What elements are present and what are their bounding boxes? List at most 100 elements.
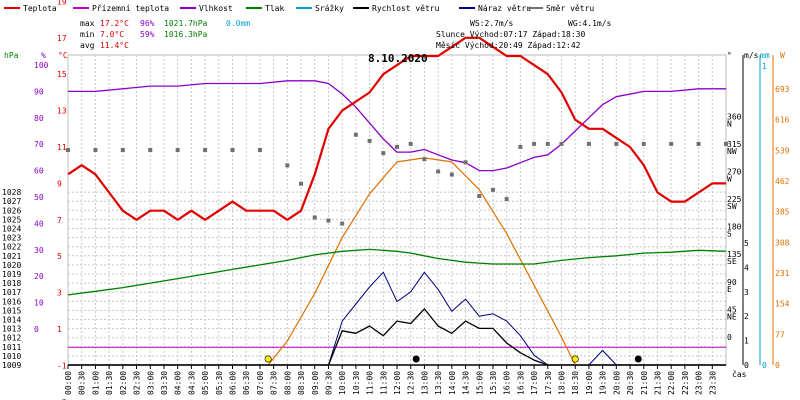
- tick-label-hpa: 1012: [2, 334, 21, 343]
- tick-label-w: 616: [775, 116, 790, 125]
- tick-label-hpa: 1013: [2, 325, 21, 334]
- tick-label-x: 22:00: [667, 371, 676, 395]
- legend-label-pocitova: Přízemní teplota: [92, 4, 169, 13]
- tick-label-x: 10:30: [352, 371, 361, 395]
- tick-label-hpa: 1017: [2, 288, 21, 297]
- tick-label-hpa: 1021: [2, 252, 21, 261]
- stat-wg: WG:4.1m/s: [568, 19, 612, 28]
- tick-label-deg: 315: [727, 140, 742, 149]
- tick-label-dir: SW: [727, 202, 737, 211]
- legend-label-srazky: Srážky: [315, 4, 344, 13]
- stat-max-hum: 96%: [140, 19, 155, 28]
- tick-label-x: 12:00: [393, 371, 402, 395]
- smer-point: [518, 144, 523, 149]
- tick-label-x: 08:30: [297, 371, 306, 395]
- tick-label-w: 385: [775, 208, 790, 217]
- tick-label-x: 10:00: [338, 371, 347, 395]
- tick-label-x: 14:00: [448, 371, 457, 395]
- smer-point: [614, 141, 619, 146]
- tick-label-temp: -1: [57, 361, 67, 370]
- tick-label-temp: -3: [57, 398, 67, 400]
- tick-label-ms: 1: [744, 337, 749, 346]
- tick-label-temp: 7: [57, 216, 62, 225]
- stat-avg-label: avg: [80, 41, 95, 50]
- series-tlak: [67, 248, 727, 296]
- legend-label-naraz: Náraz větru: [478, 4, 531, 13]
- tick-label-hpa: 1015: [2, 306, 21, 315]
- tick-label-ms: 3: [744, 288, 749, 297]
- smer-point: [490, 187, 495, 192]
- tick-label-pct: 70: [34, 140, 44, 149]
- tick-label-x: 09:30: [324, 371, 333, 395]
- series-vlhkost: [68, 80, 726, 172]
- smer-point: [285, 163, 290, 168]
- smer-point: [340, 221, 345, 226]
- tick-label-w: 539: [775, 146, 790, 155]
- left-axes: 1028102710261025102410231022102110201019…: [2, 0, 68, 400]
- smer-point: [463, 160, 468, 165]
- tick-label-x: 22:30: [681, 371, 690, 395]
- tick-label-pct: 90: [34, 87, 44, 96]
- stat-min-label: min: [80, 30, 95, 39]
- tick-label-deg: 270: [727, 167, 742, 176]
- moonrise-marker: [634, 355, 642, 363]
- axis-title-hpa: hPa: [4, 51, 19, 60]
- tick-label-hpa: 1010: [2, 352, 21, 361]
- tick-label-x: 03:30: [160, 371, 169, 395]
- stat-sun: Slunce Východ:07:17 Západ:18:30: [436, 30, 585, 39]
- smer-point: [257, 148, 262, 153]
- tick-label-hpa: 1020: [2, 261, 21, 270]
- tick-label-w: 231: [775, 269, 790, 278]
- smer-point: [641, 141, 646, 146]
- smer-point: [532, 141, 537, 146]
- tick-label-x: 19:30: [599, 371, 608, 395]
- smer-point: [148, 148, 153, 153]
- tick-label-x: 21:00: [640, 371, 649, 395]
- axis-title-mm: mm: [760, 51, 770, 60]
- tick-label-x: 15:30: [489, 371, 498, 395]
- tick-label-dir: NW: [727, 147, 737, 156]
- tick-label-hpa: 1025: [2, 215, 21, 224]
- tick-label-pct: 10: [34, 299, 44, 308]
- tick-label-x: 20:30: [626, 371, 635, 395]
- tick-label-x: 05:00: [201, 371, 210, 395]
- tick-label-x: 12:30: [407, 371, 416, 395]
- smer-point: [66, 148, 70, 153]
- tick-label-dir: E: [727, 285, 732, 294]
- tick-label-hpa: 1023: [2, 234, 21, 243]
- tick-label-temp: 19: [57, 0, 67, 6]
- tick-label-dir: NE: [727, 312, 737, 321]
- tick-label-pct: 100: [34, 61, 49, 70]
- moonset-marker: [412, 355, 420, 363]
- tick-label-mm: 1: [762, 62, 767, 71]
- tick-label-x: 16:00: [503, 371, 512, 395]
- tick-label-x: 09:00: [311, 371, 320, 395]
- x-unit-label: čas: [732, 369, 747, 379]
- chart-stats: max 17.2°C 96% 1021.7hPa 0.0mm min 7.0°C 59% 101…: [80, 19, 612, 50]
- tick-label-temp: 13: [57, 107, 67, 116]
- smer-point: [449, 172, 454, 177]
- smer-point: [559, 141, 564, 146]
- tick-label-hpa: 1009: [2, 361, 21, 370]
- tick-label-x: 11:30: [379, 371, 388, 395]
- chart-legend: 8.10.2020 Teplota Přízemní teplota Vlhkost T…: [4, 4, 594, 65]
- tick-label-ms: 0: [744, 361, 749, 370]
- stat-min-press: 1016.3hPa: [164, 30, 208, 39]
- tick-label-hpa: 1011: [2, 343, 21, 352]
- legend-label-rychlost: Rychlost větru: [372, 4, 440, 13]
- tick-label-x: 02:00: [119, 371, 128, 395]
- legend-label-vlhkost: Vlhkost: [199, 4, 233, 13]
- smer-point: [477, 194, 482, 199]
- smer-point: [436, 169, 441, 174]
- tick-label-deg: 360: [727, 112, 742, 121]
- tick-label-hpa: 1026: [2, 206, 21, 215]
- smer-point: [669, 141, 674, 146]
- tick-label-w: 77: [775, 330, 785, 339]
- axis-title-temp: °C: [58, 51, 68, 60]
- tick-label-deg: 45: [727, 305, 737, 314]
- tick-label-x: 18:30: [571, 371, 580, 395]
- tick-label-x: 16:30: [516, 371, 525, 395]
- stat-moon: Měsíc Východ:20:49 Západ:12:42: [436, 41, 581, 50]
- stat-avg-temp: 11.4°C: [100, 41, 129, 50]
